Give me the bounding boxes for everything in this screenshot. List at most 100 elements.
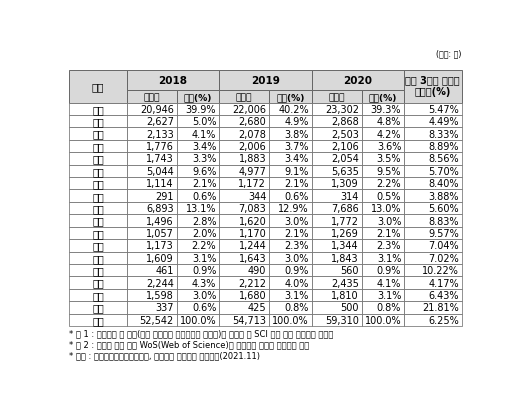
Bar	[362, 301, 404, 314]
Bar	[219, 240, 269, 252]
Bar	[312, 190, 362, 202]
Text: 8.89%: 8.89%	[428, 142, 459, 152]
Text: 1,172: 1,172	[238, 179, 266, 189]
Bar	[127, 71, 219, 91]
Text: 8.33%: 8.33%	[428, 129, 459, 139]
Bar	[219, 165, 269, 178]
Text: 게재수: 게재수	[143, 93, 160, 101]
Bar	[269, 276, 312, 289]
Text: 4.8%: 4.8%	[377, 117, 401, 127]
Text: 게재수: 게재수	[328, 93, 345, 101]
Bar	[404, 190, 461, 202]
Bar	[362, 165, 404, 178]
Bar	[312, 289, 362, 301]
Bar	[69, 140, 127, 153]
Bar	[177, 178, 219, 190]
Bar	[219, 289, 269, 301]
Bar	[312, 264, 362, 276]
Text: 2,680: 2,680	[238, 117, 266, 127]
Text: 충남: 충남	[92, 241, 104, 251]
Bar	[269, 103, 312, 116]
Text: 4.9%: 4.9%	[284, 117, 309, 127]
Text: 7.04%: 7.04%	[428, 241, 459, 251]
Text: 2.1%: 2.1%	[192, 179, 216, 189]
Bar	[312, 128, 362, 140]
Text: 2,503: 2,503	[331, 129, 359, 139]
Bar	[219, 153, 269, 165]
Bar	[177, 165, 219, 178]
Bar	[404, 240, 461, 252]
Text: 3.1%: 3.1%	[377, 290, 401, 300]
Bar	[177, 215, 219, 227]
Text: 5.47%: 5.47%	[428, 105, 459, 115]
Bar	[219, 91, 269, 103]
Bar	[269, 91, 312, 103]
Text: 425: 425	[248, 303, 266, 312]
Text: 서울: 서울	[92, 105, 104, 115]
Text: 8.40%: 8.40%	[428, 179, 459, 189]
Text: 비중(%): 비중(%)	[184, 93, 212, 101]
Bar	[69, 71, 127, 103]
Bar	[219, 252, 269, 264]
Bar	[69, 240, 127, 252]
Text: 337: 337	[156, 303, 174, 312]
Bar	[312, 202, 362, 215]
Bar	[362, 128, 404, 140]
Bar	[219, 140, 269, 153]
Text: 8.83%: 8.83%	[428, 216, 459, 226]
Text: 2018: 2018	[159, 76, 187, 86]
Text: 2,627: 2,627	[146, 117, 174, 127]
Text: 4.49%: 4.49%	[428, 117, 459, 127]
Bar	[404, 289, 461, 301]
Text: 344: 344	[248, 191, 266, 201]
Bar	[312, 165, 362, 178]
Bar	[127, 289, 177, 301]
Text: 2,006: 2,006	[238, 142, 266, 152]
Bar	[69, 215, 127, 227]
Bar	[177, 252, 219, 264]
Text: 2,078: 2,078	[238, 129, 266, 139]
Text: 1,620: 1,620	[238, 216, 266, 226]
Bar	[177, 128, 219, 140]
Text: 0.8%: 0.8%	[377, 303, 401, 312]
Text: 1,810: 1,810	[331, 290, 359, 300]
Bar	[404, 301, 461, 314]
Text: 3.0%: 3.0%	[377, 216, 401, 226]
Text: 전남: 전남	[92, 265, 104, 276]
Bar	[219, 178, 269, 190]
Text: 0.9%: 0.9%	[192, 265, 216, 276]
Bar	[127, 215, 177, 227]
Text: 1,776: 1,776	[146, 142, 174, 152]
Text: 6.25%: 6.25%	[428, 315, 459, 325]
Text: 59,310: 59,310	[325, 315, 359, 325]
Text: 9.57%: 9.57%	[428, 228, 459, 238]
Text: 2.2%: 2.2%	[376, 179, 401, 189]
Bar	[362, 202, 404, 215]
Bar	[269, 190, 312, 202]
Text: 3.7%: 3.7%	[284, 142, 309, 152]
Bar	[219, 190, 269, 202]
Text: 1,057: 1,057	[146, 228, 174, 238]
Text: 3.3%: 3.3%	[192, 154, 216, 164]
Text: (단위: 건): (단위: 건)	[436, 49, 461, 58]
Text: 2.1%: 2.1%	[284, 179, 309, 189]
Bar	[312, 153, 362, 165]
Text: 20,946: 20,946	[140, 105, 174, 115]
Bar	[177, 202, 219, 215]
Bar	[312, 252, 362, 264]
Text: 2.8%: 2.8%	[192, 216, 216, 226]
Text: 경남: 경남	[92, 290, 104, 300]
Text: 13.0%: 13.0%	[371, 204, 401, 213]
Text: 54,713: 54,713	[232, 315, 266, 325]
Text: 0.6%: 0.6%	[192, 191, 216, 201]
Bar	[219, 314, 269, 326]
Bar	[269, 178, 312, 190]
Text: 0.9%: 0.9%	[284, 265, 309, 276]
Text: 0.5%: 0.5%	[377, 191, 401, 201]
Text: 10.22%: 10.22%	[422, 265, 459, 276]
Bar	[269, 116, 312, 128]
Text: 40.2%: 40.2%	[278, 105, 309, 115]
Text: 4,977: 4,977	[238, 166, 266, 176]
Text: 490: 490	[248, 265, 266, 276]
Bar	[404, 116, 461, 128]
